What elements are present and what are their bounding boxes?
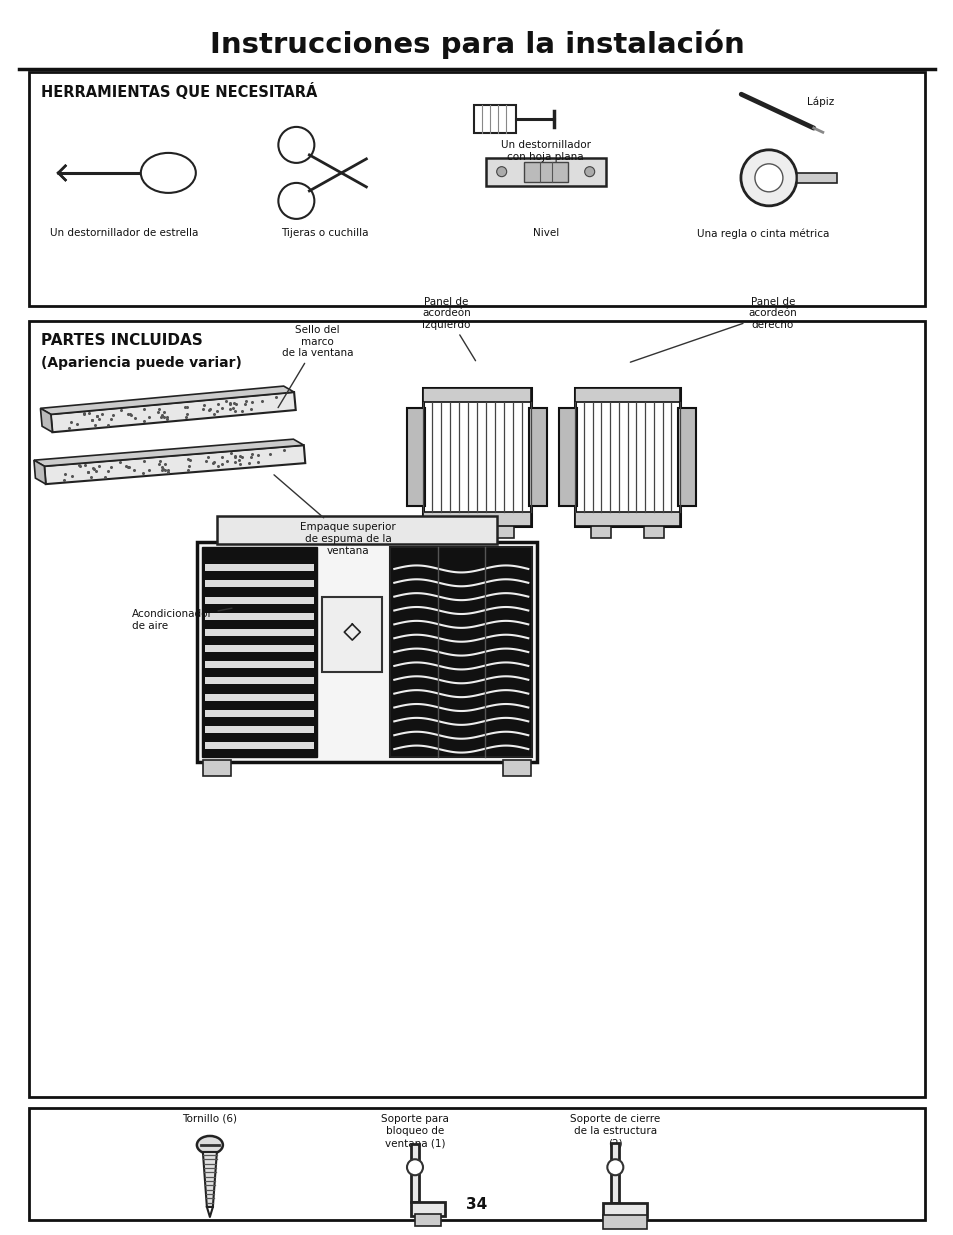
Polygon shape [44, 445, 305, 484]
Text: Tijeras o cuchilla: Tijeras o cuchilla [280, 228, 368, 238]
Bar [602, 1215, 647, 1229]
Bar [422, 513, 531, 526]
Bar [494, 524, 514, 538]
Bar [322, 597, 382, 672]
Polygon shape [203, 1152, 216, 1207]
Circle shape [497, 167, 506, 177]
Bar [205, 645, 314, 652]
Bar [611, 1144, 618, 1203]
Bar [205, 678, 314, 684]
Bar [205, 742, 314, 750]
Text: Soporte para
bloqueo de
ventana (1): Soporte para bloqueo de ventana (1) [380, 1114, 449, 1149]
Polygon shape [796, 173, 836, 183]
Bar [523, 162, 567, 182]
Text: Un destornillador de estrella: Un destornillador de estrella [50, 228, 198, 238]
Text: Una regla o cinta métrica: Una regla o cinta métrica [697, 228, 828, 240]
Circle shape [584, 167, 594, 177]
Polygon shape [34, 440, 303, 466]
Bar [575, 388, 679, 401]
Circle shape [740, 149, 796, 206]
Text: Acondicionador
de aire: Acondicionador de aire [132, 608, 232, 631]
Circle shape [407, 1160, 422, 1176]
Bar [575, 388, 679, 526]
Circle shape [754, 164, 782, 191]
Bar [575, 513, 679, 526]
Polygon shape [34, 461, 46, 484]
Bar [205, 710, 314, 716]
Text: Panel de
acordeón
izquierdo: Panel de acordeón izquierdo [421, 296, 475, 361]
Bar [602, 1203, 647, 1218]
Bar [29, 1108, 924, 1220]
Circle shape [607, 1160, 622, 1176]
Polygon shape [40, 409, 52, 432]
Text: Panel de
acordeón
derecho: Panel de acordeón derecho [630, 296, 797, 362]
Bar [407, 408, 424, 506]
Circle shape [278, 183, 314, 219]
Bar [205, 661, 314, 668]
Ellipse shape [141, 153, 195, 193]
Text: Soporte de cierre
de la estructura
(2): Soporte de cierre de la estructura (2) [570, 1114, 659, 1149]
Bar [205, 580, 314, 588]
Bar [29, 72, 924, 306]
Bar [205, 597, 314, 604]
Text: PARTES INCLUIDAS: PARTES INCLUIDAS [41, 333, 202, 348]
Ellipse shape [196, 1136, 223, 1153]
Text: Sello del
marco
de la ventana: Sello del marco de la ventana [277, 325, 353, 408]
Text: HERRAMIENTAS QUE NECESITARÁ: HERRAMIENTAS QUE NECESITARÁ [41, 83, 316, 100]
Bar [411, 1145, 418, 1202]
Bar [558, 408, 577, 506]
Bar [529, 408, 546, 506]
Polygon shape [40, 387, 294, 414]
Bar [205, 564, 314, 572]
Text: Tornillo (6): Tornillo (6) [182, 1114, 237, 1124]
Bar [503, 760, 531, 776]
Bar [643, 524, 663, 538]
Bar [390, 547, 532, 757]
Bar [422, 388, 531, 526]
Bar [474, 105, 516, 132]
Bar [411, 1202, 444, 1216]
Polygon shape [51, 391, 295, 432]
Text: 34: 34 [466, 1197, 487, 1212]
Bar [591, 524, 611, 538]
Bar [203, 760, 231, 776]
Text: Un destornillador
con hoja plana: Un destornillador con hoja plana [500, 140, 590, 162]
Text: Empaque superior
de espuma de la
ventana: Empaque superior de espuma de la ventana [274, 474, 395, 556]
Bar [205, 726, 314, 732]
Bar [439, 524, 459, 538]
Bar [422, 388, 531, 401]
Bar [205, 694, 314, 700]
Text: Nivel: Nivel [532, 228, 558, 238]
Text: (Apariencia puede variar): (Apariencia puede variar) [41, 356, 241, 370]
Bar [202, 547, 317, 757]
Bar [197, 542, 537, 762]
Bar [485, 158, 605, 185]
Text: Lápiz: Lápiz [806, 96, 833, 107]
Bar [217, 516, 497, 545]
Bar [205, 613, 314, 620]
Bar [205, 629, 314, 636]
Bar [29, 321, 924, 1097]
Bar [415, 1214, 440, 1226]
Bar [678, 408, 696, 506]
Circle shape [278, 127, 314, 163]
Text: Instrucciones para la instalación: Instrucciones para la instalación [210, 30, 743, 59]
